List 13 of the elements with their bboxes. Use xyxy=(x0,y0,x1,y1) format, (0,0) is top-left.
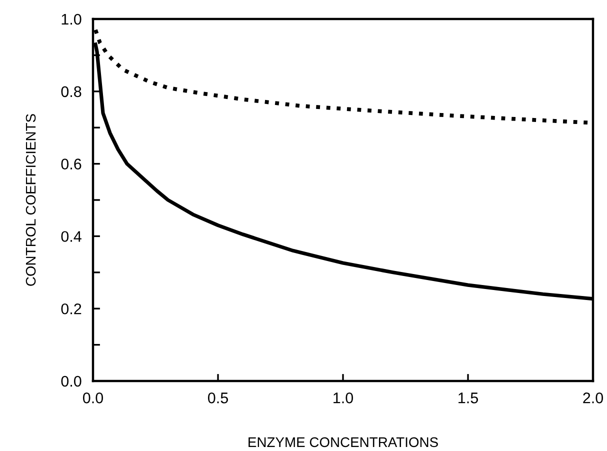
y-tick-label: 1.0 xyxy=(62,14,82,25)
x-tick-label: 0.5 xyxy=(208,392,228,404)
x-axis-title: ENZYME CONCENTRATIONS xyxy=(248,437,438,448)
y-tick-label: 0.0 xyxy=(61,376,82,387)
x-tick-label: 1.5 xyxy=(458,392,478,404)
x-tick-label: 0.0 xyxy=(82,392,104,404)
x-tick-label: 1.0 xyxy=(334,392,354,404)
y-tick-label: 0.2 xyxy=(61,303,82,314)
y-tick-label: 0.6 xyxy=(61,158,82,170)
y-axis-title: CONTROL COEFFICIENTS xyxy=(26,114,36,286)
x-tick-label: 2.0 xyxy=(583,392,604,404)
y-tick-label: 0.8 xyxy=(61,86,82,98)
y-tick-label: 0.4 xyxy=(61,231,82,242)
